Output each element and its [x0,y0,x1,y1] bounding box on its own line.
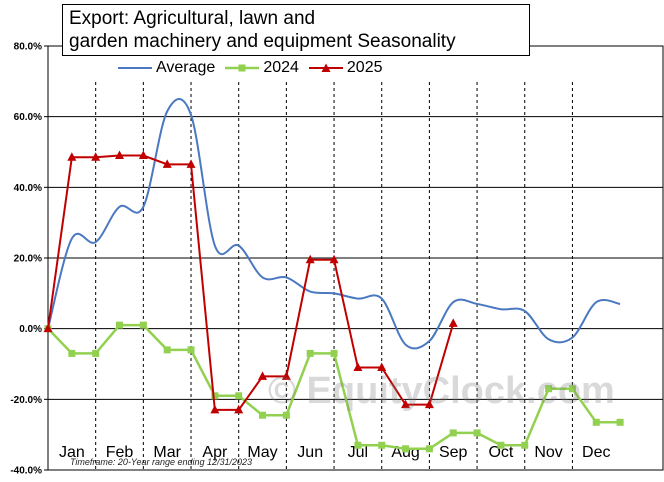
x-tick-label: Jul [348,444,368,461]
data-point-2024 [425,445,433,453]
y-tick-label: 0.0% [19,324,42,335]
data-point-2025 [281,371,291,380]
data-point-2025 [186,159,196,168]
legend-item-2025: 2025 [308,59,383,77]
legend-swatch-2024 [225,64,260,72]
data-point-2025 [91,152,101,161]
watermark: © EquityClock.com [268,370,615,412]
legend-item-average: Average [118,59,215,77]
timeframe-footnote: Timeframe: 20-Year range ending 12/31/20… [70,457,253,467]
chart-title-box: Export: Agricultural, lawn and garden ma… [62,4,530,56]
data-point-2024 [568,385,576,393]
data-point-2024 [449,429,457,437]
data-point-2025 [162,159,172,168]
x-tick-label: Oct [488,444,513,461]
data-point-2025 [377,362,387,372]
chart-title-line-1: Export: Agricultural, lawn and [69,8,316,29]
y-tick-label: -20.0% [10,395,42,406]
data-point-2025 [448,318,458,327]
data-point-2024 [282,411,290,419]
data-point-2024 [235,392,243,400]
data-point-2025 [329,254,339,264]
data-point-2024 [116,321,124,329]
data-point-2024 [259,411,267,419]
data-point-2024 [402,445,410,453]
series-line-2025 [47,154,455,411]
legend-item-2024: 2024 [225,59,299,77]
data-point-2024 [521,441,529,449]
x-tick-label: Feb [106,444,134,461]
legend-label-average: Average [156,59,216,76]
legend: Average 2024 2025 [118,58,393,78]
data-point-2025 [305,254,315,264]
x-tick-label: Nov [534,444,562,461]
data-point-2024 [473,429,481,437]
chart-title-line-2: garden machinery and equipment Seasonali… [69,31,456,52]
data-point-2025 [353,362,363,372]
x-tick-label: Sep [439,444,468,461]
data-point-2025 [258,371,268,380]
y-tick-label: 80.0% [14,42,42,53]
x-tick-label: Mar [153,444,181,461]
data-point-2025 [43,323,53,333]
legend-swatch-2025 [308,63,343,72]
data-point-2024 [497,441,505,449]
data-point-2024 [330,349,338,357]
data-point-2024 [211,392,219,400]
x-tick-label: Apr [202,444,228,461]
x-tick-label: Jan [59,444,85,461]
data-point-2024 [68,349,76,357]
data-point-2024 [545,385,553,393]
y-tick-label: 60.0% [14,112,42,123]
x-tick-label: Dec [582,444,610,461]
data-point-2025 [210,404,220,414]
x-tick-label: May [247,444,277,461]
data-point-2024 [616,418,624,426]
data-point-2024 [139,321,147,329]
data-point-2025 [424,399,434,409]
data-point-2025 [401,399,411,409]
data-point-2024 [306,349,314,357]
x-tick-label: Jun [297,444,323,461]
legend-label-2025: 2025 [346,59,383,76]
series-line-average [47,98,621,350]
data-point-2025 [138,150,148,160]
y-tick-label: 40.0% [14,183,42,194]
data-point-2025 [115,150,125,160]
y-tick-label: -40.0% [10,466,42,477]
data-point-2024 [163,346,171,354]
data-point-2024 [187,346,195,354]
y-tick-label: 20.0% [14,254,42,265]
data-point-2024 [92,349,100,357]
legend-label-2024: 2024 [263,59,299,76]
legend-swatch-average [118,67,152,69]
data-point-2025 [234,404,244,414]
data-point-2025 [67,152,77,161]
data-point-2024 [592,418,600,426]
data-point-2024 [378,441,386,449]
data-point-2024 [354,441,362,449]
